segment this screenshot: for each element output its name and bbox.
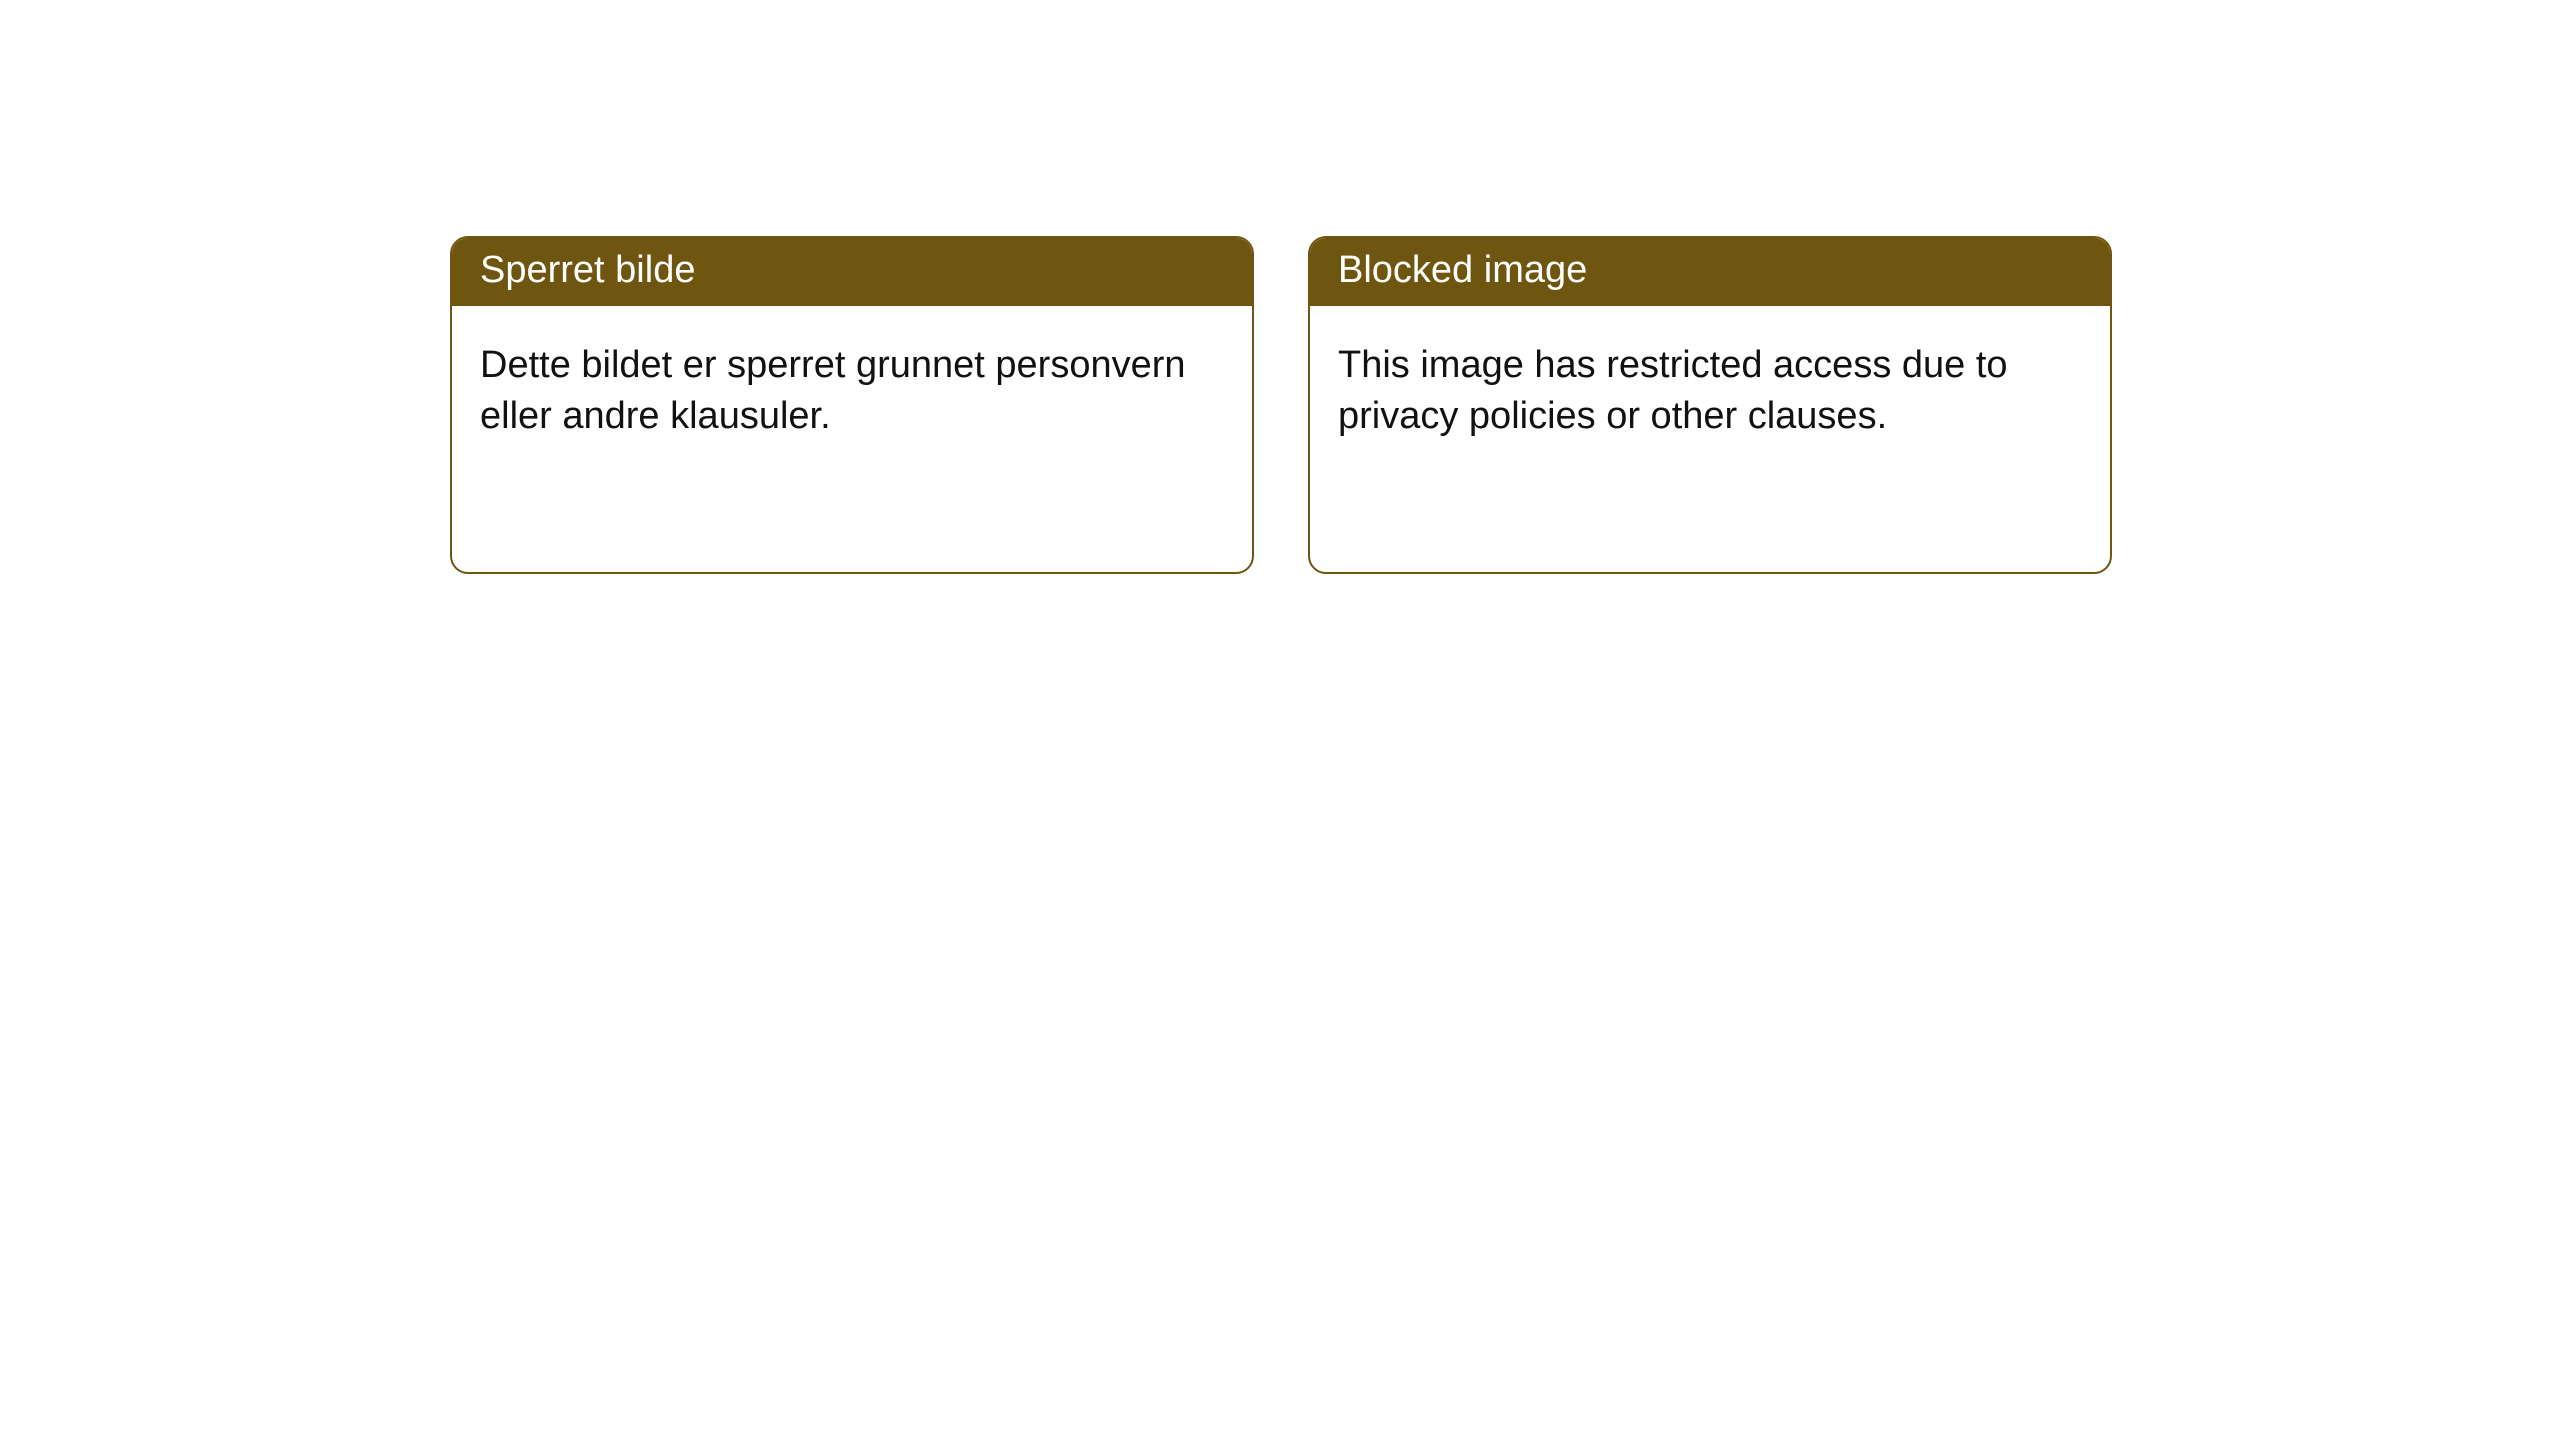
notice-card-body: Dette bildet er sperret grunnet personve… xyxy=(452,306,1252,477)
notice-card-norwegian: Sperret bilde Dette bildet er sperret gr… xyxy=(450,236,1254,574)
notice-card-body: This image has restricted access due to … xyxy=(1310,306,2110,477)
notice-container: Sperret bilde Dette bildet er sperret gr… xyxy=(0,0,2560,574)
notice-card-title: Blocked image xyxy=(1310,238,2110,306)
notice-card-english: Blocked image This image has restricted … xyxy=(1308,236,2112,574)
notice-card-title: Sperret bilde xyxy=(452,238,1252,306)
